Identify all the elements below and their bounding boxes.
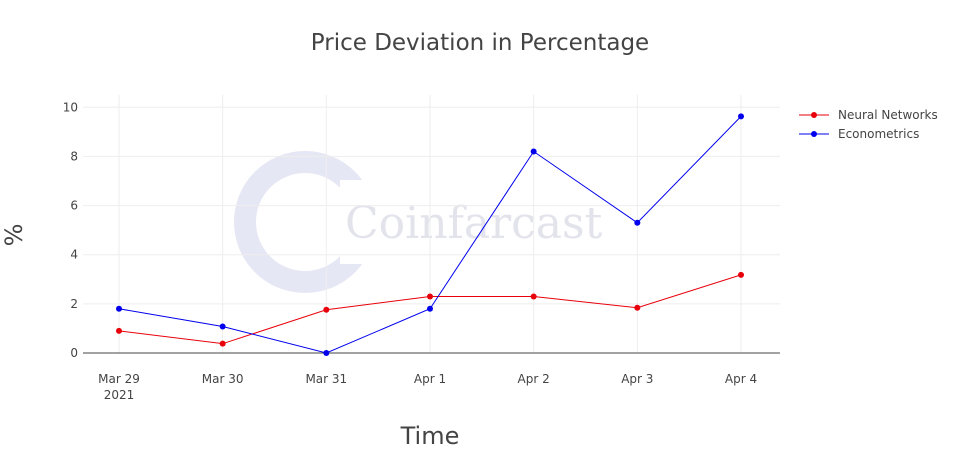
data-point[interactable] [323,306,330,313]
data-point[interactable] [219,323,226,330]
y-tick-label: 4 [70,248,78,262]
series [116,113,744,356]
data-point[interactable] [738,271,744,278]
data-point[interactable] [116,305,122,312]
y-tick-label: 8 [70,149,78,163]
legend-marker [811,131,817,137]
axes: 0 2 4 6 8 10 Mar 29 Mar 30 Mar 31 Apr 1 Apr 2 Apr 3… [63,100,780,402]
legend-marker [811,112,817,118]
watermark-text: Coinfarcast [345,198,603,249]
y-tick-label: 0 [70,346,78,360]
watermark: Coinfarcast [234,151,603,293]
data-point[interactable] [530,293,537,300]
data-point[interactable] [530,148,537,155]
data-point[interactable] [738,113,744,120]
data-point[interactable] [634,304,641,311]
watermark-logo-gap [340,180,390,264]
data-point[interactable] [323,350,330,356]
series-neural-networks [116,271,744,347]
x-tick-label: Mar 29 [98,372,140,386]
y-tick-label: 2 [70,297,78,311]
x-tick-label: Mar 30 [202,372,244,386]
legend-label: Neural Networks [838,108,938,122]
data-point[interactable] [427,293,433,300]
series-econometrics [116,113,744,356]
legend-item[interactable]: Econometrics [799,127,919,141]
x-tick-label: Apr 2 [518,372,550,386]
x-tick-label: Apr 4 [725,372,757,386]
x-tick-label: Apr 1 [414,372,446,386]
y-axis-title: % [0,224,28,247]
data-point[interactable] [116,327,122,334]
x-tick-label: Mar 31 [305,372,347,386]
x-axis-title: Time [400,422,460,450]
chart-title: Price Deviation in Percentage [311,30,649,56]
x-tick-label: Apr 3 [621,372,653,386]
legend: Neural Networks Econometrics [799,108,938,141]
legend-label: Econometrics [838,127,919,141]
data-point[interactable] [219,340,226,347]
x-tick-year-label: 2021 [104,388,135,402]
legend-item[interactable]: Neural Networks [799,108,938,122]
y-tick-label: 10 [63,100,78,114]
y-tick-label: 6 [70,199,78,213]
data-point[interactable] [427,305,433,312]
data-point[interactable] [634,219,641,226]
